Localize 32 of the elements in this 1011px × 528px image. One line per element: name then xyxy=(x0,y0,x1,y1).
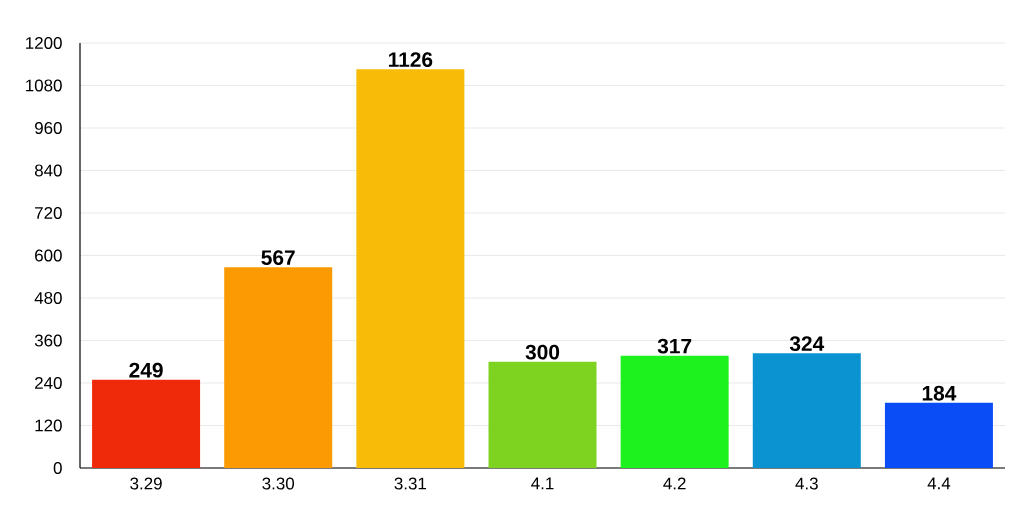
y-tick-label: 240 xyxy=(35,377,62,389)
y-tick-label: 840 xyxy=(34,164,62,177)
y-tick-label: 600 xyxy=(35,249,62,262)
data-label: 317 xyxy=(657,338,692,354)
y-tick-label: 1200 xyxy=(26,37,62,49)
y-tick-label: 480 xyxy=(34,292,62,304)
x-tick-label: 3.30 xyxy=(262,477,295,490)
bar xyxy=(752,353,861,468)
bar xyxy=(92,379,201,468)
data-label: 567 xyxy=(261,250,295,265)
x-tick-label: 3.29 xyxy=(130,477,162,490)
y-tick-label: 1080 xyxy=(26,79,62,92)
x-tick-label: 4.1 xyxy=(531,477,554,490)
x-tick-label: 4.2 xyxy=(663,477,686,490)
data-label: 249 xyxy=(129,362,163,378)
bar xyxy=(356,69,465,468)
x-tick-label: 4.3 xyxy=(795,477,818,490)
y-tick-label: 360 xyxy=(34,334,62,347)
x-tick-label: 4.4 xyxy=(927,477,951,490)
y-tick-label: 0 xyxy=(53,462,62,474)
bar xyxy=(224,267,333,468)
data-label: 184 xyxy=(922,385,957,401)
y-tick-label: 120 xyxy=(35,419,62,432)
y-tick-label: 960 xyxy=(35,122,62,134)
data-label: 300 xyxy=(525,344,560,360)
data-label: 324 xyxy=(789,336,825,352)
bar xyxy=(884,402,993,468)
y-tick-label: 720 xyxy=(35,207,62,219)
bar xyxy=(488,361,597,468)
data-label: 1126 xyxy=(388,52,433,67)
bar xyxy=(620,355,729,468)
x-tick-label: 3.31 xyxy=(394,477,427,490)
